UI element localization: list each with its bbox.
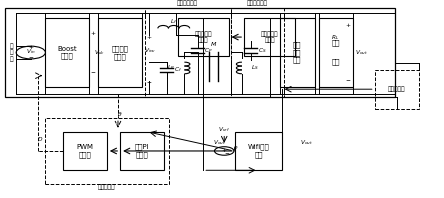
- Text: −: −: [224, 150, 229, 155]
- Bar: [5, 8, 395, 97]
- Text: $R_L$: $R_L$: [331, 33, 339, 42]
- Text: $L_f$: $L_f$: [170, 17, 177, 26]
- Text: 移相全桥
逆变器: 移相全桥 逆变器: [112, 45, 129, 60]
- Text: 副边补偿网络: 副边补偿网络: [247, 0, 268, 6]
- Text: $θ$: $θ$: [118, 110, 123, 118]
- Text: $L_S$: $L_S$: [251, 64, 259, 72]
- Text: $V_{inv}$: $V_{inv}$: [144, 46, 156, 55]
- Text: $C_f$: $C_f$: [174, 66, 182, 74]
- Text: 负载: 负载: [332, 59, 340, 66]
- Bar: [231, 8, 284, 97]
- Bar: [45, 118, 169, 184]
- Text: +: +: [90, 31, 95, 36]
- Text: 直
流
源: 直 流 源: [10, 43, 13, 62]
- Text: 原边控制器: 原边控制器: [98, 185, 116, 190]
- Bar: [235, 132, 282, 170]
- Text: +: +: [28, 45, 33, 50]
- Text: Boost
变换器: Boost 变换器: [57, 46, 77, 59]
- Text: +: +: [222, 148, 227, 152]
- Text: $V_{ref}$: $V_{ref}$: [218, 125, 230, 134]
- Text: $V_{out}$: $V_{out}$: [355, 48, 368, 57]
- Text: 直流: 直流: [332, 40, 340, 46]
- Bar: [178, 18, 229, 56]
- Bar: [244, 18, 295, 56]
- Text: $M$: $M$: [210, 40, 217, 48]
- Text: −: −: [90, 69, 95, 74]
- Text: 整流
滤波
电路: 整流 滤波 电路: [293, 42, 301, 63]
- Text: $D$: $D$: [37, 135, 44, 143]
- Text: 副边无线通
讯模块: 副边无线通 讯模块: [261, 31, 278, 43]
- Bar: [120, 132, 164, 170]
- Text: 原边PI
控制器: 原边PI 控制器: [135, 144, 150, 158]
- Text: $C_P$: $C_P$: [204, 46, 213, 55]
- Text: −: −: [147, 79, 151, 84]
- Text: +: +: [345, 23, 351, 28]
- Text: $V_{dc}$: $V_{dc}$: [94, 48, 104, 57]
- Text: 原边无线通
讯模块: 原边无线通 讯模块: [194, 31, 212, 43]
- Text: $C_S$: $C_S$: [258, 46, 266, 55]
- Bar: [280, 18, 315, 87]
- Text: 原边补偿网络: 原边补偿网络: [177, 0, 198, 6]
- Text: +: +: [147, 35, 151, 40]
- Bar: [98, 18, 143, 87]
- Text: $V_{in}$: $V_{in}$: [26, 47, 36, 56]
- Text: $L_P$: $L_P$: [167, 64, 175, 72]
- Bar: [145, 8, 231, 97]
- Text: $V_{out}$: $V_{out}$: [213, 138, 226, 147]
- Bar: [45, 18, 89, 87]
- Text: PWM
发生器: PWM 发生器: [76, 144, 93, 158]
- Text: −: −: [28, 54, 33, 59]
- Bar: [375, 70, 419, 109]
- Text: 副边控制器: 副边控制器: [388, 86, 405, 92]
- Text: $V_{out}$: $V_{out}$: [300, 138, 313, 147]
- Text: $e$: $e$: [233, 144, 238, 151]
- Text: Wifi无线
通信: Wifi无线 通信: [248, 144, 270, 158]
- Text: −: −: [346, 77, 351, 82]
- Bar: [63, 132, 107, 170]
- Bar: [319, 18, 353, 87]
